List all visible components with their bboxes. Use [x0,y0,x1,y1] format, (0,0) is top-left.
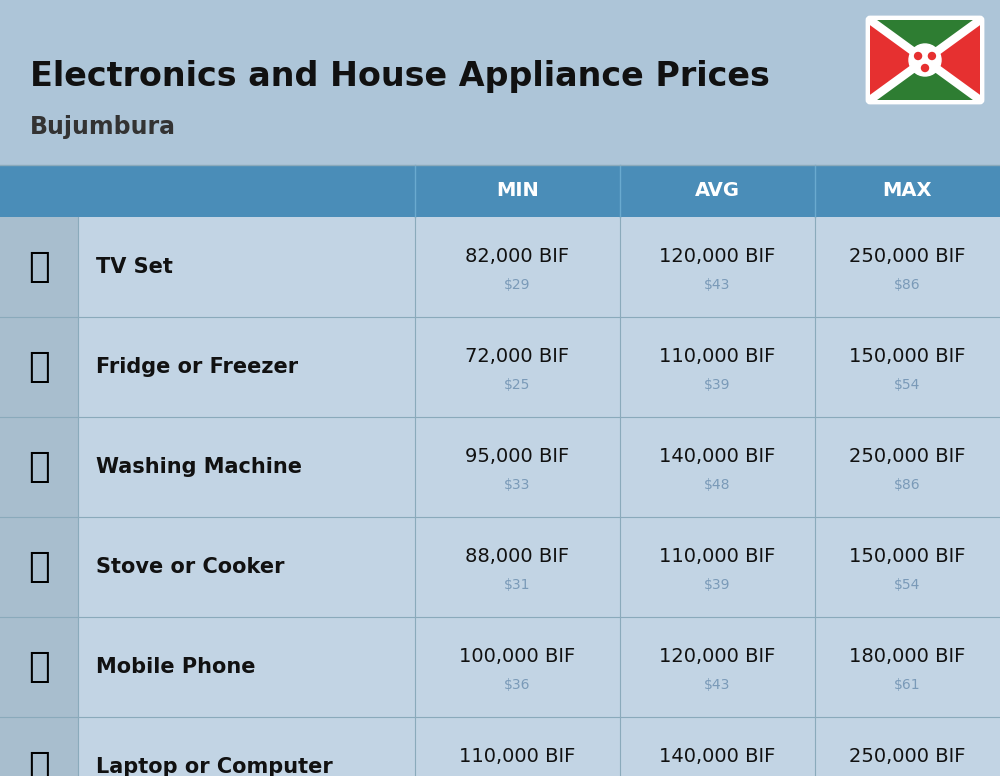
Text: 110,000 BIF: 110,000 BIF [659,548,776,566]
Text: 🧊: 🧊 [28,350,50,384]
Text: $54: $54 [894,578,921,592]
Text: 📺: 📺 [28,250,50,284]
Circle shape [928,53,935,60]
Text: $54: $54 [894,378,921,392]
Bar [0,417,78,517]
Circle shape [922,64,928,71]
Bar [0,317,1000,417]
Bar [0,217,78,317]
Text: Electronics and House Appliance Prices: Electronics and House Appliance Prices [30,60,770,93]
Text: Laptop or Computer: Laptop or Computer [96,757,333,776]
Text: Washing Machine: Washing Machine [96,457,302,477]
Text: 150,000 BIF: 150,000 BIF [849,348,966,366]
Text: $43: $43 [704,678,731,692]
Circle shape [909,44,941,76]
Text: 140,000 BIF: 140,000 BIF [659,448,776,466]
Text: 120,000 BIF: 120,000 BIF [659,647,776,667]
Text: 🫧: 🫧 [28,450,50,484]
Text: 72,000 BIF: 72,000 BIF [465,348,570,366]
Text: 88,000 BIF: 88,000 BIF [465,548,570,566]
Text: 110,000 BIF: 110,000 BIF [659,348,776,366]
Bar [0,417,1000,517]
Text: 📱: 📱 [28,650,50,684]
Text: $36: $36 [504,678,531,692]
Text: $25: $25 [504,378,531,392]
Text: Stove or Cooker: Stove or Cooker [96,557,285,577]
Text: 🔥: 🔥 [28,550,50,584]
Text: 140,000 BIF: 140,000 BIF [659,747,776,767]
Text: $61: $61 [894,678,921,692]
Text: $29: $29 [504,278,531,292]
Polygon shape [870,20,925,100]
Text: $48: $48 [704,478,731,492]
Bar [0,317,78,417]
Bar [0,517,78,617]
Text: AVG: AVG [695,182,740,200]
Text: Mobile Phone: Mobile Phone [96,657,256,677]
Text: $39: $39 [704,378,731,392]
Text: 82,000 BIF: 82,000 BIF [465,248,570,266]
Text: TV Set: TV Set [96,257,173,277]
Text: MAX: MAX [883,182,932,200]
Text: Fridge or Freezer: Fridge or Freezer [96,357,298,377]
Bar [0,717,1000,776]
Bar [0,717,78,776]
Polygon shape [925,20,980,100]
Bar [0,517,1000,617]
Text: 💻: 💻 [28,750,50,776]
Polygon shape [870,20,980,60]
Text: 95,000 BIF: 95,000 BIF [465,448,570,466]
Bar [0,617,78,717]
Polygon shape [870,60,980,100]
Text: 150,000 BIF: 150,000 BIF [849,548,966,566]
Text: $39: $39 [704,578,731,592]
Bar [0,165,1000,217]
Text: 110,000 BIF: 110,000 BIF [459,747,576,767]
Text: $43: $43 [704,278,731,292]
Text: MIN: MIN [496,182,539,200]
Text: 250,000 BIF: 250,000 BIF [849,248,966,266]
Text: 120,000 BIF: 120,000 BIF [659,248,776,266]
Text: 180,000 BIF: 180,000 BIF [849,647,966,667]
Text: $33: $33 [504,478,531,492]
Text: 250,000 BIF: 250,000 BIF [849,747,966,767]
FancyBboxPatch shape [867,17,983,103]
Text: $31: $31 [504,578,531,592]
Circle shape [915,53,922,60]
Text: $86: $86 [894,278,921,292]
Text: Bujumbura: Bujumbura [30,115,176,139]
Text: 250,000 BIF: 250,000 BIF [849,448,966,466]
Text: 100,000 BIF: 100,000 BIF [459,647,576,667]
Bar [0,617,1000,717]
Bar [0,217,1000,317]
Text: $86: $86 [894,478,921,492]
